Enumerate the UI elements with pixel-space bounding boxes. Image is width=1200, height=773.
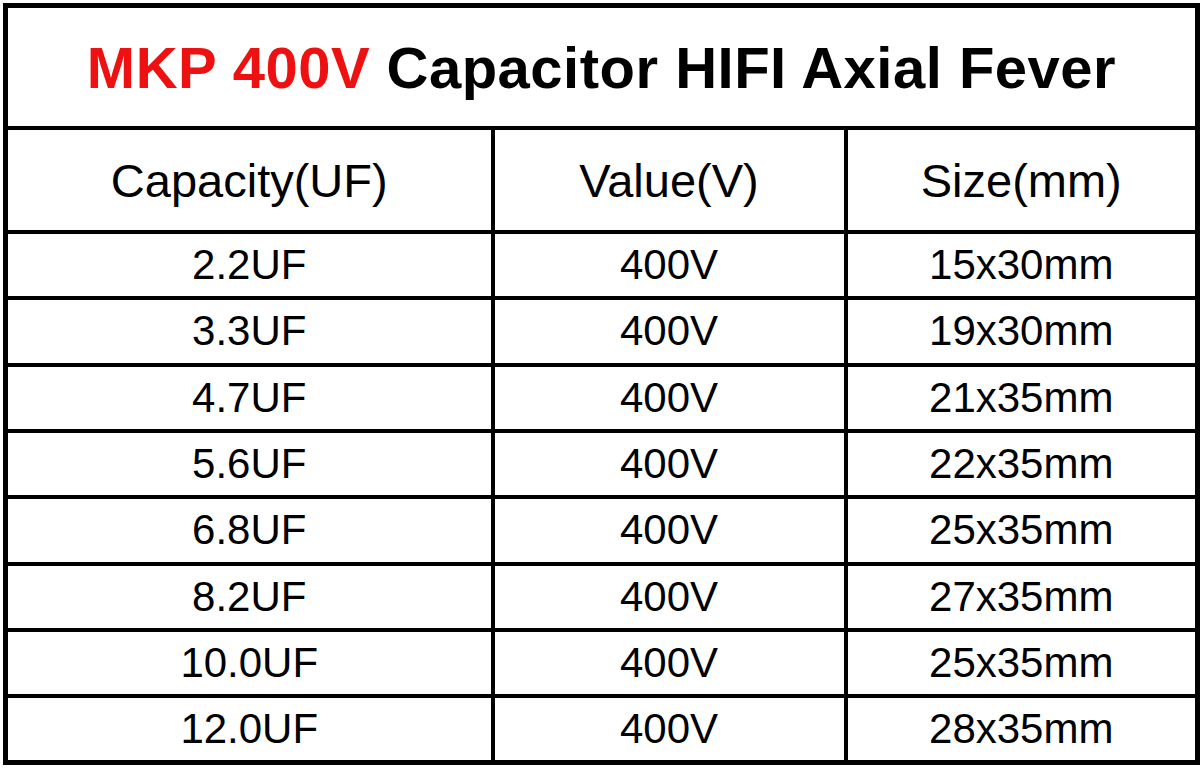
table-cell: 22x35mm	[846, 431, 1198, 497]
col-header-capacity: Capacity(UF)	[6, 128, 493, 232]
table-row: 8.2UF400V27x35mm	[6, 564, 1198, 630]
table-title: MKP 400V Capacitor HIFI Axial Fever	[6, 6, 1198, 129]
table-cell: 2.2UF	[6, 232, 493, 298]
table-cell: 5.6UF	[6, 431, 493, 497]
table-cell: 28x35mm	[846, 696, 1198, 762]
table-cell: 400V	[493, 564, 846, 630]
header-row: Capacity(UF) Value(V) Size(mm)	[6, 128, 1198, 232]
table-row: 5.6UF400V22x35mm	[6, 431, 1198, 497]
table-row: 2.2UF400V15x30mm	[6, 232, 1198, 298]
table-cell: 400V	[493, 431, 846, 497]
table-row: 12.0UF400V28x35mm	[6, 696, 1198, 762]
page: MKP 400V Capacitor HIFI Axial Fever Capac…	[0, 0, 1200, 773]
col-header-value: Value(V)	[493, 128, 846, 232]
col-header-size: Size(mm)	[846, 128, 1198, 232]
table-cell: 15x30mm	[846, 232, 1198, 298]
table-cell: 27x35mm	[846, 564, 1198, 630]
table-body: 2.2UF400V15x30mm3.3UF400V19x30mm4.7UF400…	[6, 232, 1198, 763]
table-row: 3.3UF400V19x30mm	[6, 298, 1198, 364]
table-cell: 4.7UF	[6, 365, 493, 431]
table-cell: 25x35mm	[846, 497, 1198, 563]
table-cell: 400V	[493, 497, 846, 563]
table-row: 4.7UF400V21x35mm	[6, 365, 1198, 431]
table-cell: 12.0UF	[6, 696, 493, 762]
table-cell: 25x35mm	[846, 630, 1198, 696]
table-cell: 21x35mm	[846, 365, 1198, 431]
table-cell: 400V	[493, 696, 846, 762]
table-cell: 8.2UF	[6, 564, 493, 630]
table-cell: 19x30mm	[846, 298, 1198, 364]
table-cell: 400V	[493, 232, 846, 298]
table-cell: 400V	[493, 298, 846, 364]
table-cell: 400V	[493, 365, 846, 431]
capacitor-spec-table: MKP 400V Capacitor HIFI Axial Fever Capac…	[3, 3, 1200, 765]
table-row: 6.8UF400V25x35mm	[6, 497, 1198, 563]
table-cell: 10.0UF	[6, 630, 493, 696]
title-rest-text: Capacitor HIFI Axial Fever	[387, 35, 1117, 100]
table-row: 10.0UF400V25x35mm	[6, 630, 1198, 696]
table-cell: 3.3UF	[6, 298, 493, 364]
table-cell: 400V	[493, 630, 846, 696]
table-cell: 6.8UF	[6, 497, 493, 563]
title-row: MKP 400V Capacitor HIFI Axial Fever	[6, 6, 1198, 129]
title-highlight-text: MKP 400V	[87, 35, 370, 100]
